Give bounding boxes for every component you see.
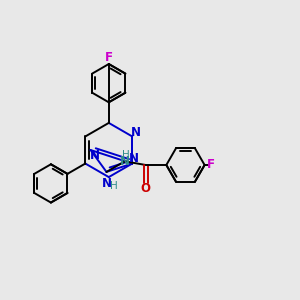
Text: H: H <box>110 181 118 191</box>
Text: N: N <box>89 148 99 161</box>
Text: N: N <box>129 152 139 165</box>
Text: F: F <box>105 51 113 64</box>
Text: N: N <box>102 177 112 190</box>
Text: F: F <box>207 158 215 172</box>
Text: H: H <box>122 150 129 160</box>
Text: N: N <box>131 126 141 139</box>
Text: O: O <box>140 182 150 195</box>
Text: N: N <box>120 155 130 168</box>
